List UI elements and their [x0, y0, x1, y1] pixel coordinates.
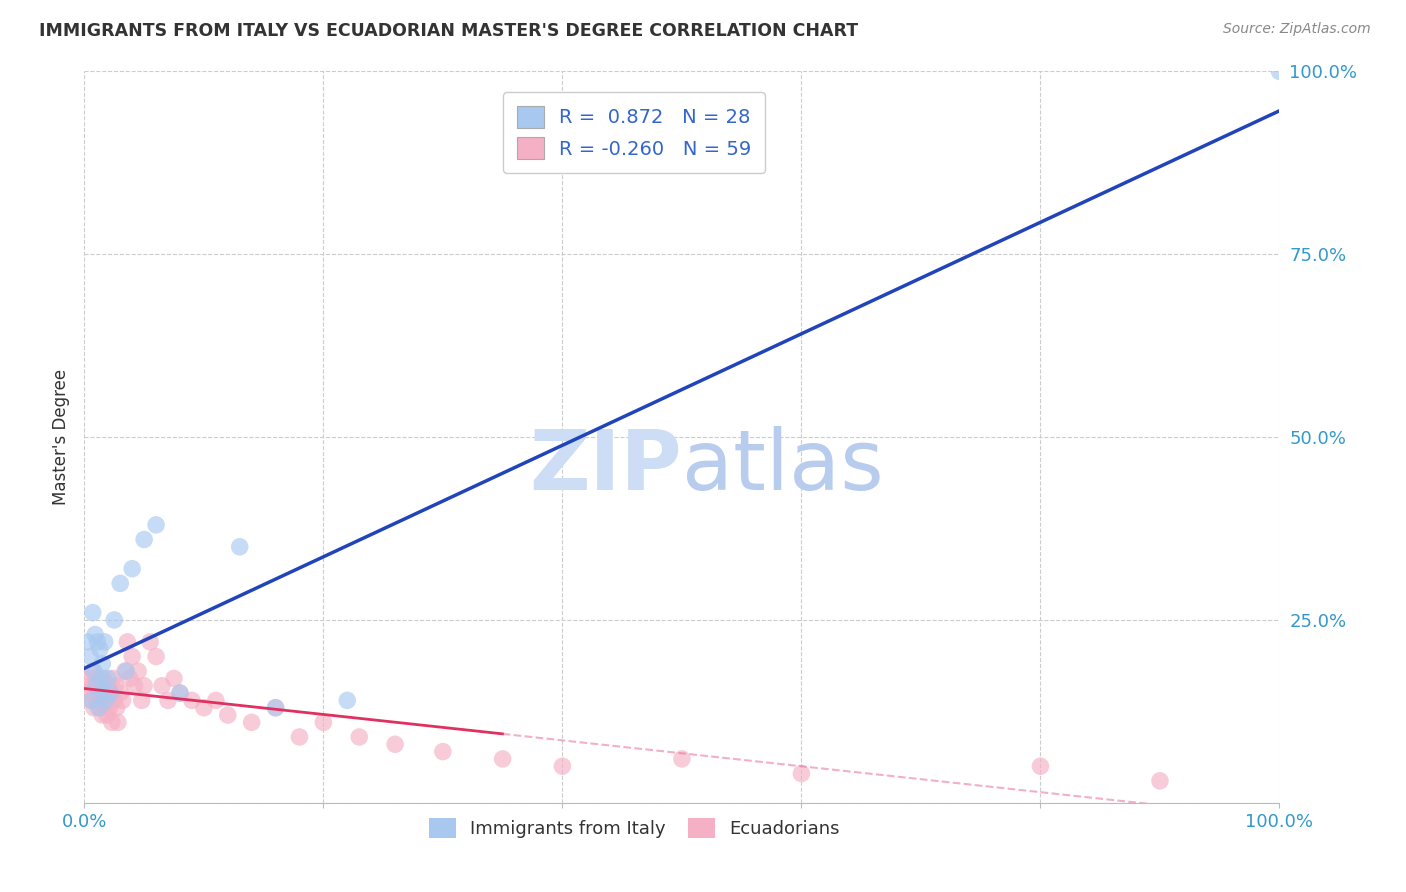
- Text: IMMIGRANTS FROM ITALY VS ECUADORIAN MASTER'S DEGREE CORRELATION CHART: IMMIGRANTS FROM ITALY VS ECUADORIAN MAST…: [39, 22, 859, 40]
- Point: [139, 635, 162, 649]
- Point: [193, 700, 215, 714]
- Point: [80, 693, 103, 707]
- Legend: Immigrants from Italy, Ecuadorians: Immigrants from Italy, Ecuadorians: [422, 811, 846, 845]
- Point: [110, 686, 132, 700]
- Point: [89, 700, 111, 714]
- Point: [111, 693, 134, 707]
- Point: [90, 686, 112, 700]
- Point: [121, 562, 143, 576]
- Point: [86, 693, 108, 707]
- Point: [86, 672, 108, 686]
- Point: [163, 672, 186, 686]
- Point: [551, 759, 574, 773]
- Point: [91, 657, 114, 671]
- Point: [97, 679, 120, 693]
- Point: [77, 672, 100, 686]
- Point: [264, 700, 287, 714]
- Point: [89, 642, 111, 657]
- Point: [157, 693, 180, 707]
- Point: [115, 664, 138, 678]
- Point: [107, 715, 129, 730]
- Point: [349, 730, 371, 744]
- Point: [103, 693, 125, 707]
- Point: [150, 679, 173, 693]
- Text: Source: ZipAtlas.com: Source: ZipAtlas.com: [1223, 22, 1371, 37]
- Point: [79, 679, 101, 693]
- Point: [105, 700, 128, 714]
- Point: [77, 686, 100, 700]
- Point: [110, 576, 132, 591]
- Point: [100, 686, 122, 700]
- Point: [104, 679, 127, 693]
- Point: [145, 517, 167, 532]
- Point: [101, 672, 124, 686]
- Point: [83, 664, 105, 678]
- Text: ZIP: ZIP: [530, 425, 682, 507]
- Point: [100, 686, 122, 700]
- Point: [96, 708, 118, 723]
- Point: [80, 693, 103, 707]
- Point: [131, 693, 153, 707]
- Text: atlas: atlas: [682, 425, 883, 507]
- Point: [312, 715, 335, 730]
- Point: [145, 649, 167, 664]
- Point: [205, 693, 228, 707]
- Point: [94, 693, 117, 707]
- Point: [384, 737, 406, 751]
- Point: [82, 664, 104, 678]
- Point: [181, 693, 204, 707]
- Point: [132, 533, 156, 547]
- Point: [93, 686, 115, 700]
- Point: [117, 635, 139, 649]
- Point: [87, 679, 110, 693]
- Point: [84, 627, 107, 641]
- Point: [103, 613, 125, 627]
- Point: [671, 752, 693, 766]
- Point: [91, 708, 114, 723]
- Point: [288, 730, 311, 744]
- Point: [790, 766, 813, 780]
- Point: [432, 745, 454, 759]
- Point: [98, 700, 121, 714]
- Y-axis label: Master's Degree: Master's Degree: [52, 369, 70, 505]
- Point: [93, 672, 115, 686]
- Point: [101, 715, 124, 730]
- Point: [84, 679, 107, 693]
- Point: [169, 686, 191, 700]
- Point: [79, 649, 101, 664]
- Point: [492, 752, 515, 766]
- Point: [132, 679, 156, 693]
- Point: [97, 672, 120, 686]
- Point: [94, 686, 117, 700]
- Point: [240, 715, 263, 730]
- Point: [93, 693, 115, 707]
- Point: [169, 686, 191, 700]
- Point: [83, 700, 105, 714]
- Point: [121, 649, 143, 664]
- Point: [217, 708, 239, 723]
- Point: [114, 664, 136, 678]
- Point: [264, 700, 287, 714]
- Point: [82, 606, 104, 620]
- Point: [86, 635, 108, 649]
- Point: [90, 672, 112, 686]
- Point: [336, 693, 359, 707]
- Point: [124, 679, 146, 693]
- Point: [93, 635, 115, 649]
- Point: [1029, 759, 1052, 773]
- Point: [1149, 773, 1171, 788]
- Point: [1268, 64, 1291, 78]
- Point: [86, 679, 108, 693]
- Point: [87, 700, 110, 714]
- Point: [229, 540, 252, 554]
- Point: [127, 664, 149, 678]
- Point: [77, 635, 100, 649]
- Point: [118, 672, 141, 686]
